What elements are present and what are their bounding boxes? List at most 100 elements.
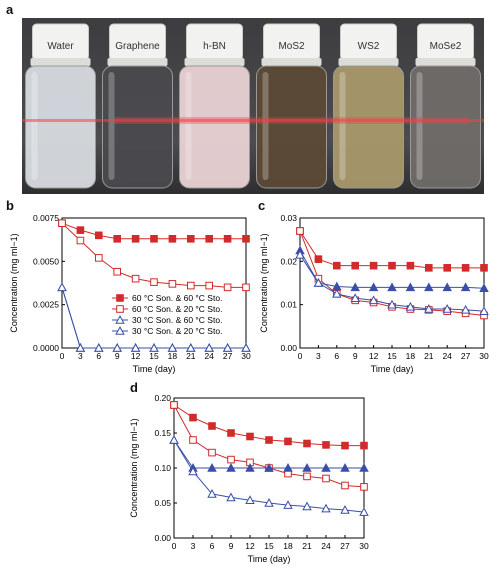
data-point [443,264,451,272]
vial-body [410,65,481,189]
x-axis-label: Time (day) [371,364,414,374]
data-point [208,422,216,430]
data-point [186,343,196,352]
data-point [340,505,350,514]
data-point [264,463,274,472]
vial-label: Water [47,41,74,52]
data-point [207,463,217,472]
y-tick-label: 0.05 [154,498,171,508]
y-tick-label: 0.00 [280,343,297,353]
data-point [350,282,360,292]
chart-c-svg: 0 3 6 9 12 15 18 21 24 27 30 0.00 0.01 0.02 0.03 Time (… [259,213,489,374]
data-point [170,401,178,409]
x-tick-label: 6 [210,541,215,551]
data-point [460,304,471,314]
panel-label-a: a [6,2,14,17]
data-point [208,448,216,457]
vial-highlight [108,72,115,180]
data-point [113,267,122,276]
data-point [314,255,323,263]
x-tick-label: 18 [406,351,416,361]
data-point [131,235,140,243]
y-tick-label: 0.02 [280,256,297,266]
x-tick-label: 30 [359,541,369,551]
data-point [351,261,360,270]
data-point [150,235,158,243]
data-point [283,463,293,472]
vial-neck [261,58,322,66]
data-point [187,235,195,243]
data-point [341,441,349,450]
vial-highlight [416,72,423,180]
x-axis-label: Time (day) [133,364,176,374]
data-point [131,274,140,283]
vial-body [256,65,327,189]
vial: MoS2 [256,23,327,189]
x-tick-label: 0 [60,351,65,361]
data-point [405,282,416,292]
x-tick-label: 18 [168,351,178,361]
vial: WS2 [333,23,404,189]
data-point [188,466,198,476]
vial-highlight [262,72,269,180]
data-point [321,503,331,513]
data-point [296,227,304,235]
vial-body [102,65,173,189]
data-point [205,281,213,290]
data-point [388,261,396,270]
x-axis-label: Time (day) [248,554,291,564]
y-axis-label: Concentration (mg ml−1) [129,418,139,517]
data-point [57,282,67,292]
data-point [168,280,177,288]
vial: Water [25,23,96,189]
data-point [241,343,251,352]
x-tick-label: 3 [316,351,321,361]
x-tick-label: 15 [264,541,274,551]
data-point [204,343,214,352]
photo-background [22,18,484,194]
data-point [424,304,434,313]
data-point [387,282,397,292]
laser-beam [22,119,484,122]
vial: MoSe2 [410,23,481,189]
data-point [205,235,213,243]
data-point [333,261,341,270]
vial-label: MoSe2 [430,41,462,52]
y-tick-label: 0.00 [154,533,171,543]
data-point [94,343,104,352]
data-point [246,432,254,441]
data-point [189,436,197,444]
data-point [479,306,489,315]
data-point [302,501,312,511]
data-point [265,436,273,444]
data-point [350,293,360,302]
data-point [406,261,415,270]
data-point [360,483,368,491]
data-point [116,294,124,302]
vial-body [333,65,404,189]
legend-label: 60 °C Son. & 20 °C Sto. [132,304,222,314]
x-tick-label: 24 [321,541,331,551]
vial-body [179,65,250,189]
data-point [442,282,452,292]
x-tick-label: 12 [131,351,141,361]
data-point [169,435,179,444]
data-point [424,282,434,292]
vial-label: WS2 [358,41,380,52]
data-point [226,463,236,472]
y-axis-label: Concentration (mg ml−1) [259,233,269,332]
data-point [116,305,124,313]
y-tick-label: 0.0050 [33,256,59,266]
data-point [332,288,342,298]
series [296,227,488,272]
y-tick-label: 0.0075 [33,213,59,223]
vial-label: Graphene [115,41,160,52]
data-point [368,295,379,305]
data-point [313,278,324,287]
x-tick-label: 27 [340,541,350,551]
x-tick-label: 9 [115,351,120,361]
vial-neck [415,58,476,66]
data-point [321,463,331,472]
series [57,282,251,352]
vial-highlight [185,72,192,180]
